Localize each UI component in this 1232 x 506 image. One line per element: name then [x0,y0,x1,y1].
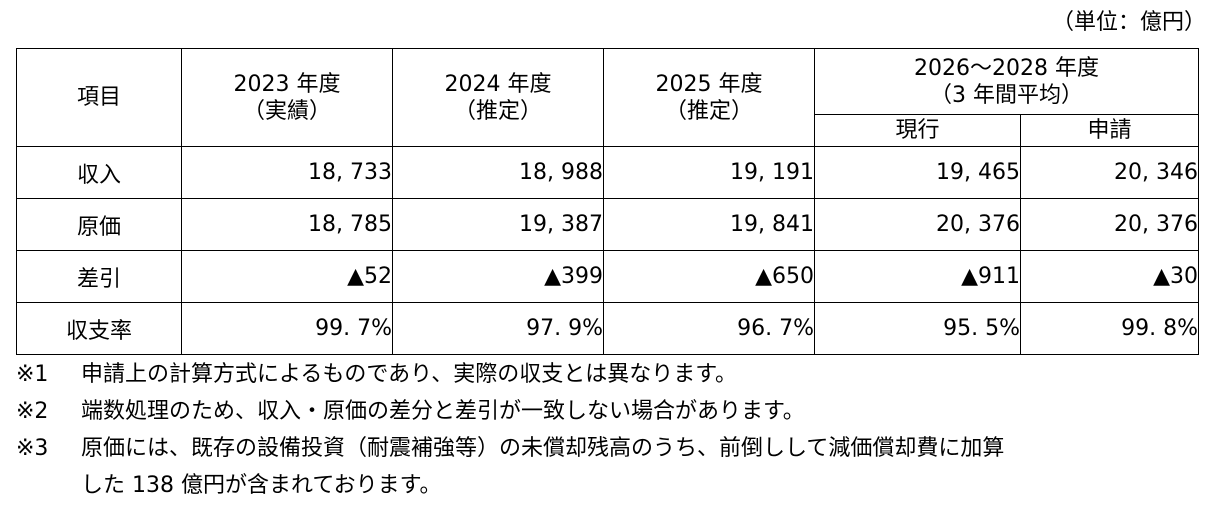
table-cell: 20, 376 [814,198,1021,251]
header-applied: 申請 [1020,114,1199,147]
header-2026-year: 2026～2028 年度 [914,55,1099,81]
table-cell: 19, 465 [814,146,1021,199]
note-text: 端数処理のため、収入・原価の差分と差引が一致しない場合があります。 [81,399,805,424]
notes: ※1 申請上の計算方式によるものであり、実際の収支とは異なります。 ※2 端数処… [16,356,1216,504]
table-cell: 99. 7% [181,302,393,355]
header-2023: 2023 年度 （実績） [181,48,393,147]
header-2025-year: 2025 年度 [655,71,763,97]
row-label: 差引 [16,250,182,303]
header-2026-note: （3 年間平均） [930,82,1083,108]
table-cell: 96. 7% [603,302,815,355]
note-mark: ※1 [16,362,49,387]
table-cell: 99. 8% [1020,302,1199,355]
header-2026-2028: 2026～2028 年度 （3 年間平均） [814,48,1199,115]
table-cell: 19, 387 [392,198,604,251]
note-item: ※1 申請上の計算方式によるものであり、実際の収支とは異なります。 [16,356,1216,393]
table-cell: ▲30 [1020,250,1199,303]
note-item: ※2 端数処理のため、収入・原価の差分と差引が一致しない場合があります。 [16,393,1216,430]
table-cell: 20, 376 [1020,198,1199,251]
table-cell: ▲911 [814,250,1021,303]
header-2025: 2025 年度 （推定） [603,48,815,147]
header-item: 項目 [16,48,182,147]
header-2025-note: （推定） [664,98,753,124]
note-mark: ※2 [16,399,49,424]
row-label: 原価 [16,198,182,251]
subheader-row: 現行 申請 [17,114,1199,147]
cost-table: 項目 2023 年度 （実績） 2024 年度 （推定） 2025 年度 （推定… [16,48,1199,355]
table-cell: 18, 785 [181,198,393,251]
header-current: 現行 [814,114,1021,147]
table-cell: 20, 346 [1020,146,1199,199]
note-text-line: した 138 億円が含まれております。 [81,473,442,498]
table-cell: ▲650 [603,250,815,303]
header-2024-year: 2024 年度 [444,71,552,97]
row-label: 収入 [16,146,182,199]
table-cell: 18, 988 [392,146,604,199]
table-cell: 19, 841 [603,198,815,251]
table-cell: 18, 733 [181,146,393,199]
header-2023-year: 2023 年度 [233,71,341,97]
table-row: 収入 18, 733 18, 988 19, 191 19, 465 20, 3… [16,146,1199,199]
header-2024: 2024 年度 （推定） [392,48,604,147]
table-cell: 97. 9% [392,302,604,355]
note-text: 申請上の計算方式によるものであり、実際の収支とは異なります。 [81,362,738,387]
unit-label: （単位：億円） [1051,10,1206,35]
table-cell: 19, 191 [603,146,815,199]
note-item: ※3 原価には、既存の設備投資（耐震補強等）の未償却残高のうち、前倒しして減価償… [16,430,1216,504]
note-text-line: 原価には、既存の設備投資（耐震補強等）の未償却残高のうち、前倒しして減価償却費に… [81,436,1005,461]
note-text: 原価には、既存の設備投資（耐震補強等）の未償却残高のうち、前倒しして減価償却費に… [81,430,1216,504]
header-2024-note: （推定） [453,98,542,124]
table-row: 原価 18, 785 19, 387 19, 841 20, 376 20, 3… [16,198,1199,251]
note-mark: ※3 [16,436,49,461]
row-label: 収支率 [16,302,182,355]
header-row: 項目 2023 年度 （実績） 2024 年度 （推定） 2025 年度 （推定… [16,48,1199,147]
table-cell: 95. 5% [814,302,1021,355]
table-row: 差引 ▲52 ▲399 ▲650 ▲911 ▲30 [16,250,1199,303]
table-cell: ▲399 [392,250,604,303]
table-row: 収支率 99. 7% 97. 9% 96. 7% 95. 5% 99. 8% [16,302,1199,355]
header-2023-note: （実績） [242,98,331,124]
table-cell: ▲52 [181,250,393,303]
